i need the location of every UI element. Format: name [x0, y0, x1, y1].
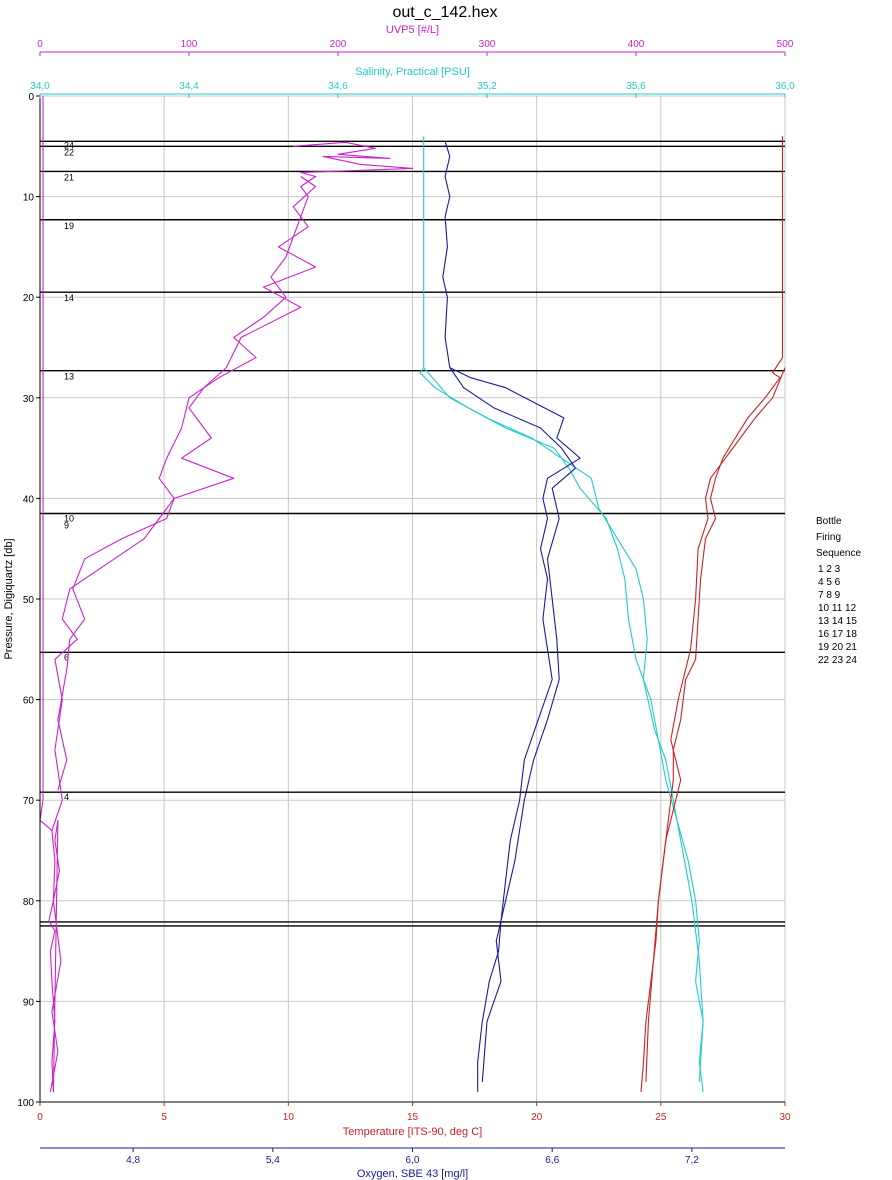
sal-axis-label: Salinity, Practical [PSU] — [355, 66, 470, 78]
y-tick-label: 80 — [23, 897, 35, 908]
legend-title: Sequence — [816, 548, 861, 559]
temp-tick-label: 10 — [283, 1112, 295, 1123]
sal-tick-label: 34,0 — [30, 81, 50, 92]
y-tick-label: 0 — [28, 92, 34, 103]
temp-tick-label: 5 — [161, 1112, 167, 1123]
y-tick-label: 20 — [23, 293, 35, 304]
oxy-series-line — [449, 367, 577, 1082]
legend-row: 19 20 21 — [818, 642, 857, 653]
oxy-series-line — [442, 141, 581, 1092]
uvp-series-line — [51, 141, 414, 831]
oxy-tick-label: 4,8 — [126, 1155, 140, 1166]
uvp-tick-label: 400 — [628, 39, 645, 50]
uvp-axis-label: UVP5 [#/L] — [386, 24, 439, 36]
legend-row: 16 17 18 — [818, 629, 857, 640]
legend-row: 22 23 24 — [818, 655, 857, 666]
legend-row: 1 2 3 — [818, 564, 841, 575]
oxy-tick-label: 5,4 — [266, 1155, 280, 1166]
y-tick-label: 30 — [23, 394, 35, 405]
temp-tick-label: 30 — [779, 1112, 791, 1123]
y-tick-label: 70 — [23, 796, 35, 807]
sal-tick-label: 34,6 — [328, 81, 348, 92]
y-tick-label: 90 — [23, 997, 35, 1008]
y-tick-label: 40 — [23, 494, 35, 505]
legend-row: 7 8 9 — [818, 590, 841, 601]
sal-tick-label: 36,0 — [775, 81, 795, 92]
chart-title: out_c_142.hex — [393, 4, 498, 21]
y-tick-label: 100 — [17, 1098, 34, 1109]
sal-tick-label: 35,6 — [626, 81, 646, 92]
bottle-label: 22 — [64, 147, 74, 157]
bottle-label: 21 — [64, 172, 74, 182]
uvp-tick-label: 500 — [777, 39, 794, 50]
bottle-label: 19 — [64, 221, 74, 231]
data-series — [39, 96, 786, 1093]
grid — [39, 95, 786, 1103]
legend-row: 10 11 12 — [818, 603, 857, 614]
temp-series-line — [640, 136, 784, 1092]
legend-title: Firing — [816, 532, 841, 543]
bottle-label: 13 — [64, 372, 74, 382]
temp-tick-label: 25 — [655, 1112, 667, 1123]
legend-row: 4 5 6 — [818, 577, 841, 588]
temp-tick-label: 20 — [531, 1112, 543, 1123]
legend-row: 13 14 15 — [818, 616, 857, 627]
bottle-label: 6 — [64, 652, 69, 662]
oxy-axis-label: Oxygen, SBE 43 [mg/l] — [357, 1168, 468, 1180]
bottle-label: 24 — [64, 140, 74, 150]
uvp-series-line — [57, 176, 317, 791]
legend: Bottle Firing Sequence 1 2 3 4 5 6 7 8 9 10 11… — [816, 516, 861, 666]
oxy-tick-label: 7,2 — [685, 1155, 699, 1166]
oxy-tick-label: 6,0 — [406, 1155, 420, 1166]
sal-tick-label: 35,2 — [477, 81, 497, 92]
uvp-tick-label: 300 — [479, 39, 496, 50]
uvp-series-line — [39, 96, 62, 1093]
bottle-label: 10 — [64, 514, 74, 524]
uvp-tick-label: 100 — [181, 39, 198, 50]
y-tick-label: 10 — [23, 193, 35, 204]
sal-series-line — [423, 367, 704, 1082]
y-tick-label: 50 — [23, 595, 35, 606]
oxy-tick-label: 6,6 — [545, 1155, 559, 1166]
y-axis-label: Pressure, Digiquartz [db] — [3, 538, 15, 659]
temp-axis-label: Temperature [ITS-90, deg C] — [343, 1126, 482, 1138]
sal-tick-label: 34,4 — [179, 81, 199, 92]
bottle-label: 4 — [64, 792, 69, 802]
sal-series-line — [419, 136, 704, 1092]
uvp-tick-label: 0 — [37, 39, 43, 50]
y-tick-label: 60 — [23, 696, 35, 707]
bottle-label: 14 — [64, 293, 74, 303]
bottle-label: 9 — [64, 521, 69, 531]
temp-series-line — [645, 367, 786, 1082]
temp-tick-label: 0 — [37, 1112, 43, 1123]
temp-tick-label: 15 — [407, 1112, 419, 1123]
uvp-tick-label: 200 — [330, 39, 347, 50]
legend-title: Bottle — [816, 516, 842, 527]
